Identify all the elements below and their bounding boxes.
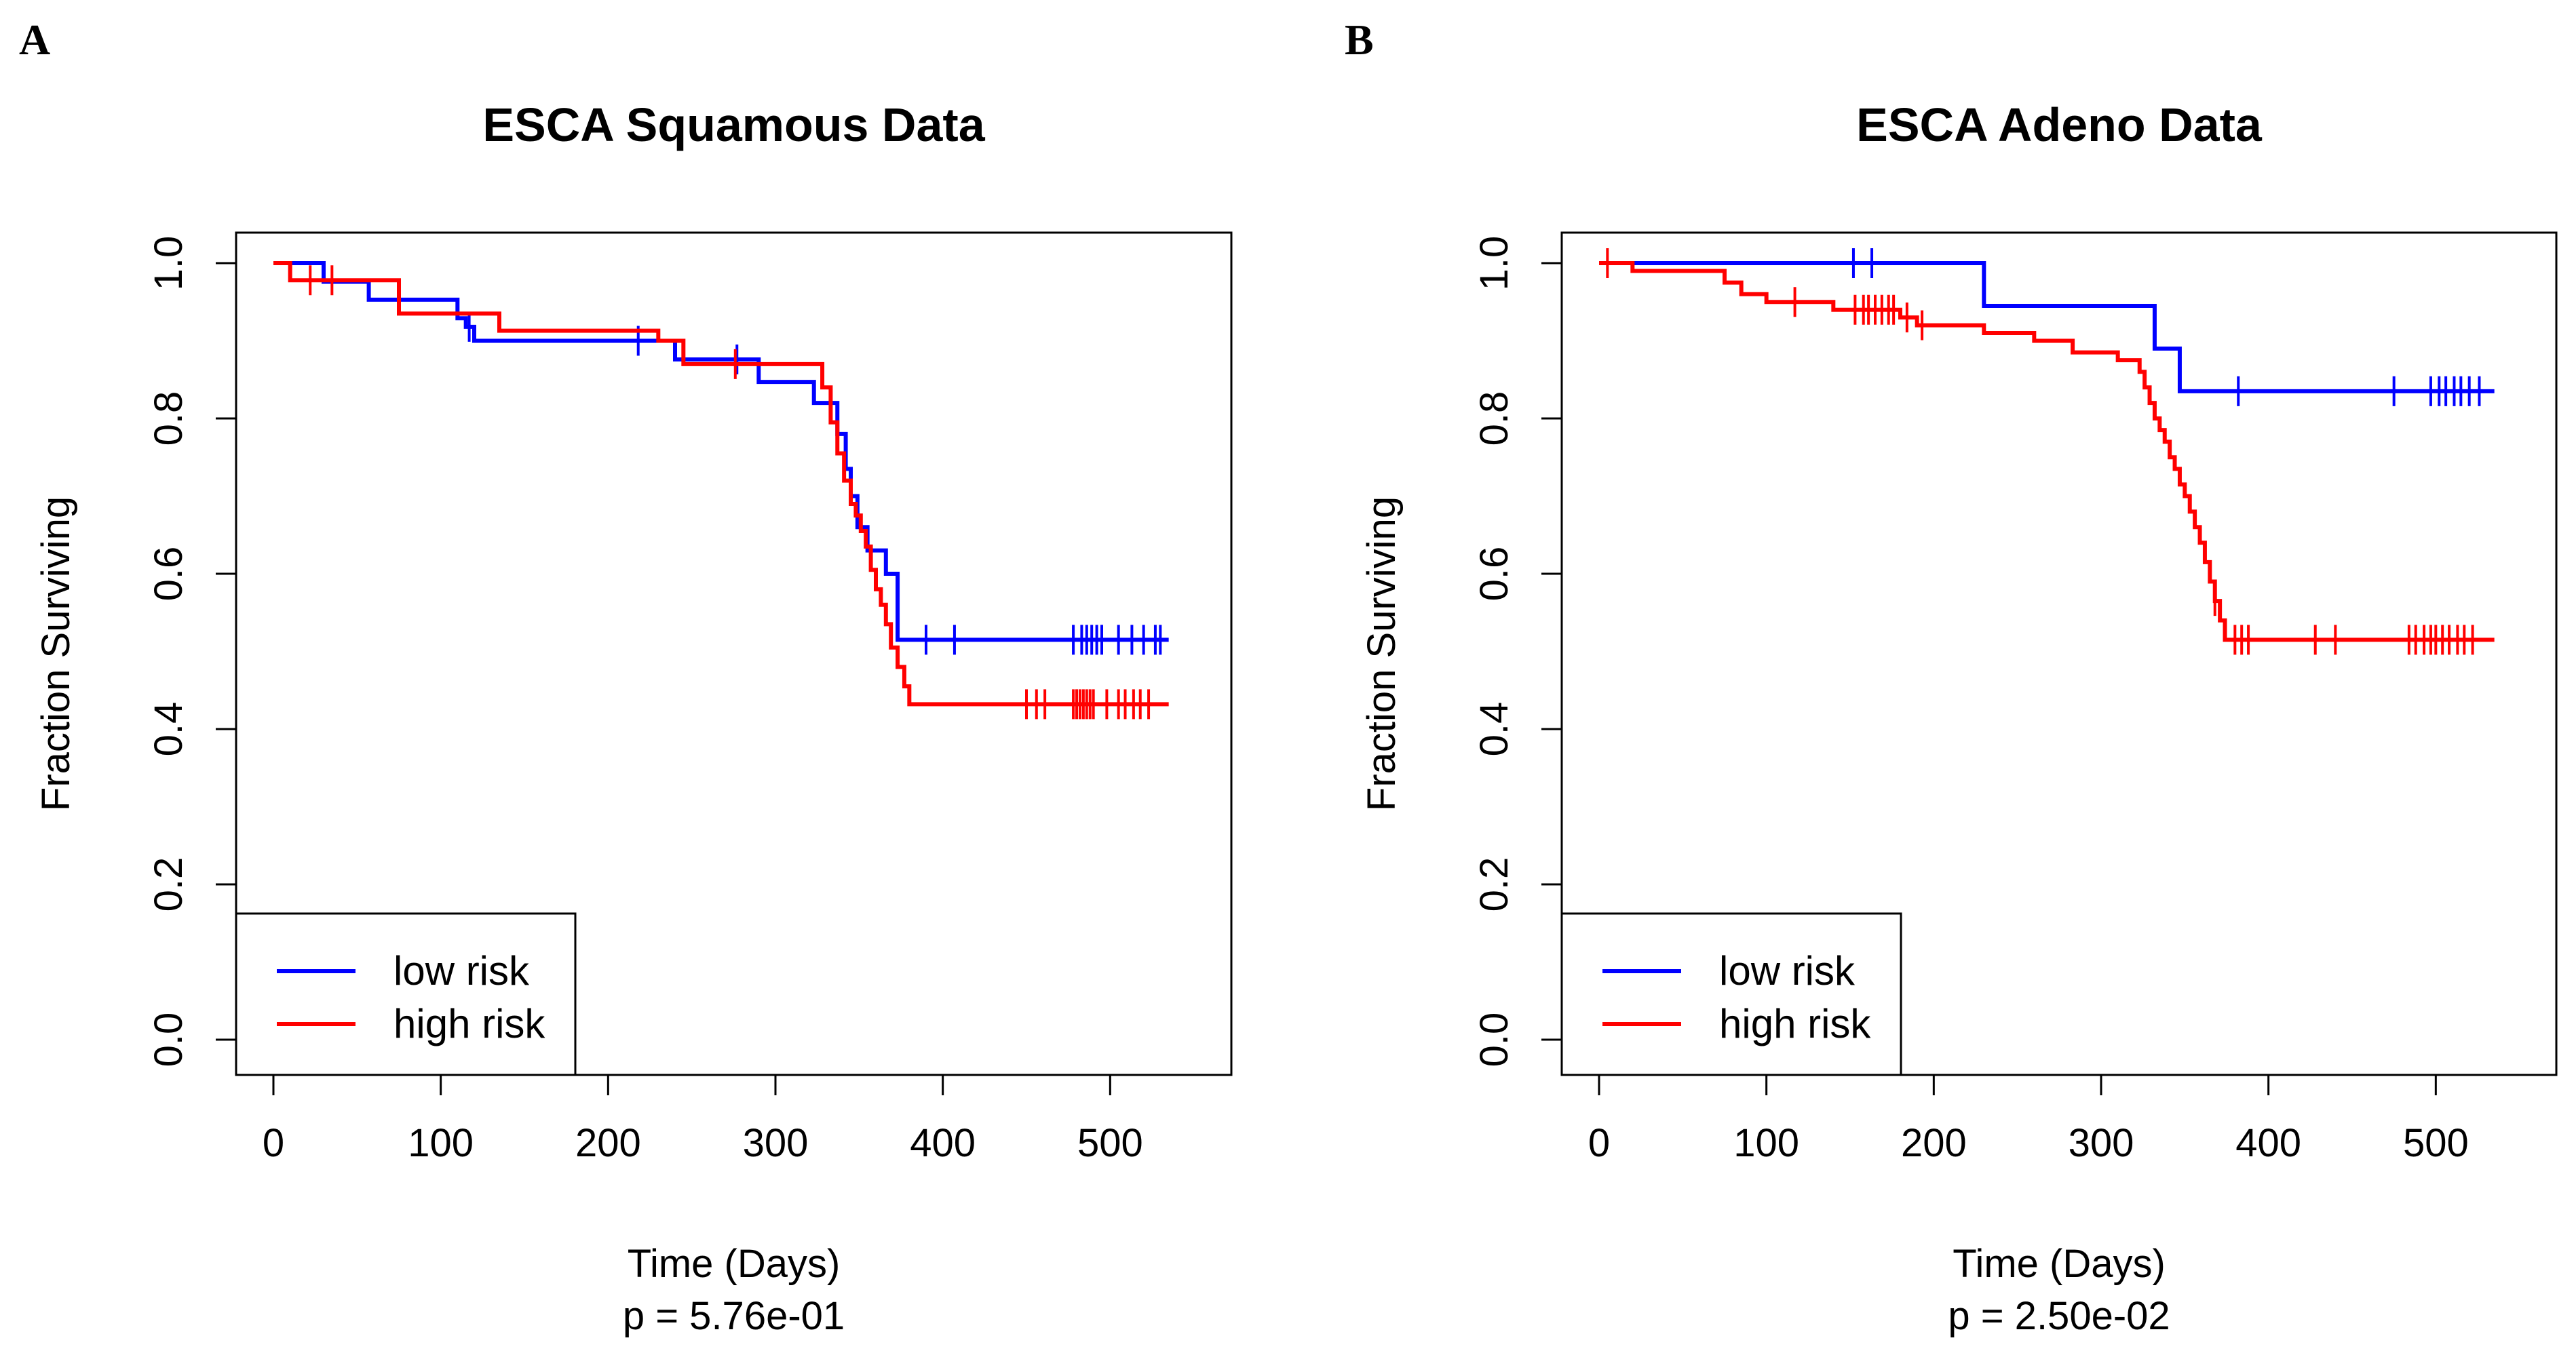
panel-b-x-tick-label: 200 xyxy=(1901,1121,1967,1165)
panel-a-x-tick-label: 500 xyxy=(1077,1121,1143,1165)
panel-a-curve-low-risk xyxy=(273,261,1169,642)
panel-a-y-axis-title: Fraction Surviving xyxy=(34,496,78,811)
panel-a-legend: low risk high risk xyxy=(235,912,577,1076)
panel-b-x-axis-title: Time (Days) xyxy=(1953,1242,2166,1286)
panel-a-legend-label-high-risk: high risk xyxy=(393,1001,545,1046)
panel-a: A ESCA Squamous Data 0 100 200 300 400 500 0.0 0.… xyxy=(19,16,1233,1338)
panel-a-legend-label-low-risk: low risk xyxy=(393,948,530,994)
panel-b-letter: B xyxy=(1345,16,1374,64)
panel-b-x-tick-label: 0 xyxy=(1588,1121,1610,1165)
panel-a-x-axis-title: Time (Days) xyxy=(628,1242,841,1286)
panel-b-legend: low risk high risk xyxy=(1560,912,1902,1076)
panel-a-p-value: p = 5.76e-01 xyxy=(623,1294,845,1338)
panel-a-x-tick-label: 0 xyxy=(263,1121,284,1165)
panel-b-y-tick-label: 0.8 xyxy=(1472,391,1516,446)
panel-a-legend-box xyxy=(235,912,577,1076)
panel-a-x-tick-label: 300 xyxy=(743,1121,809,1165)
panel-b-legend-box xyxy=(1560,912,1902,1076)
panel-b-x-tick-label: 500 xyxy=(2403,1121,2469,1165)
panel-b-x-tick-label: 300 xyxy=(2069,1121,2134,1165)
panel-a-y-tick-label: 0.8 xyxy=(147,391,191,446)
panel-b-p-value: p = 2.50e-02 xyxy=(1948,1294,2170,1338)
panel-a-x-tick-label: 100 xyxy=(408,1121,474,1165)
panel-a-title: ESCA Squamous Data xyxy=(482,98,985,151)
panel-b-curve-low-risk xyxy=(1599,261,2495,393)
panel-b-y-tick-label: 0.0 xyxy=(1472,1013,1516,1067)
panel-b-title: ESCA Adeno Data xyxy=(1856,98,2263,151)
panel-a-x-tick-label: 400 xyxy=(910,1121,976,1165)
panel-a-x-tick-label: 200 xyxy=(575,1121,641,1165)
panel-a-y-tick-label: 0.4 xyxy=(147,702,191,757)
panel-b-y-tick-label: 1.0 xyxy=(1472,236,1516,291)
panel-a-y-tick-label: 0.6 xyxy=(147,547,191,602)
panel-b-x-tick-label: 100 xyxy=(1733,1121,1799,1165)
panel-b-y-axis-title: Fraction Surviving xyxy=(1360,496,1404,811)
panel-a-curve-high-risk xyxy=(273,261,1169,707)
panel-b: B ESCA Adeno Data 0 100 200 300 400 500 0.0 0.2 0.… xyxy=(1345,16,2558,1338)
panel-a-y-tick-label: 0.0 xyxy=(147,1013,191,1067)
panel-b-x-tick-label: 400 xyxy=(2235,1121,2301,1165)
panel-b-curve-high-risk xyxy=(1599,261,2495,642)
panel-b-legend-label-high-risk: high risk xyxy=(1719,1001,1871,1046)
panel-a-y-tick-label: 0.2 xyxy=(147,857,191,912)
panel-a-letter: A xyxy=(19,16,50,64)
panel-b-y-tick-label: 0.4 xyxy=(1472,702,1516,757)
panel-a-y-tick-label: 1.0 xyxy=(147,236,191,291)
panel-b-legend-label-low-risk: low risk xyxy=(1719,948,1856,994)
panel-b-y-tick-label: 0.2 xyxy=(1472,857,1516,912)
panel-b-y-tick-label: 0.6 xyxy=(1472,547,1516,602)
